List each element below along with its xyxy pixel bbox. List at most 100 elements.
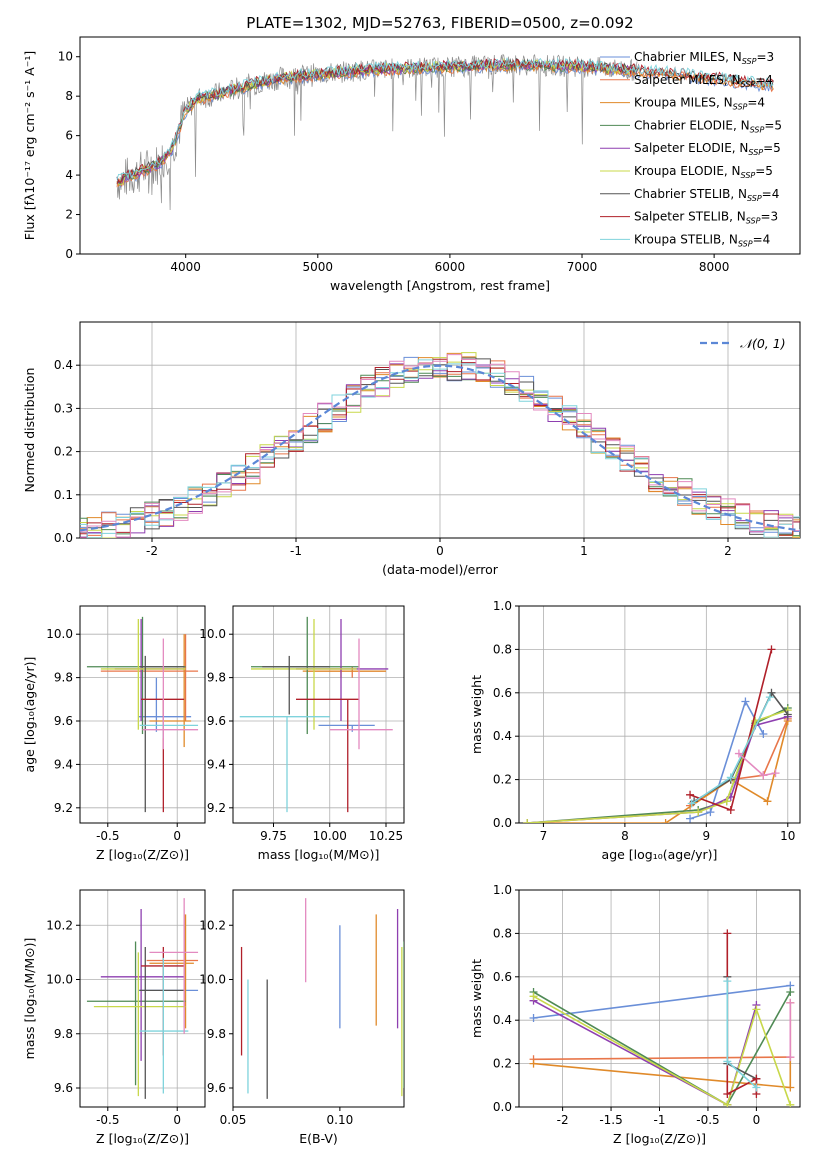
axes-age_vs_mass: 9.75 10.00 10.25 9.2 9.4 9.6 9.8 10.0 mass [log₁… [199, 605, 405, 862]
errorbar-point [139, 655, 185, 813]
weight-marker [752, 1005, 761, 1014]
y-axis-label: Normed distribution [22, 368, 37, 493]
x-tick-label: 4000 [170, 260, 201, 274]
weight-marker [686, 814, 695, 823]
weight-marker [706, 808, 715, 817]
axes-weight_vs_Z: -2 -1.5 -1 -0.5 0 0.0 0.2 0.4 0.6 0.8 1.0 Z [log₁₀(… [469, 883, 801, 1146]
errorbar-point [86, 941, 186, 1086]
legend-sub: SSP [741, 171, 756, 180]
hist-salpeter-stelib [80, 358, 800, 536]
y-tick-label: 10.0 [199, 627, 226, 641]
errorbar-point [296, 698, 359, 813]
legend-text: Salpeter STELIB, N [634, 210, 746, 224]
x-axis-label: mass [log₁₀(M/M⊙)] [258, 847, 380, 862]
errorbar-point [318, 724, 375, 732]
weight-line-salpeter-stelib [726, 933, 758, 1096]
y-tick-label: 1.0 [493, 883, 512, 897]
x-axis-label: wavelength [Angstrom, rest frame] [330, 278, 550, 293]
y-tick-label: 0.8 [493, 642, 512, 656]
errorbars-mass_vs_ebv [240, 898, 404, 1099]
weight-marker [734, 749, 743, 758]
x-tick-label: -0.5 [96, 829, 119, 843]
errorbar-point [139, 946, 185, 1099]
weight-marker [767, 645, 776, 654]
x-tick-label: 10 [780, 829, 795, 843]
x-tick-label: -0.5 [696, 1113, 719, 1127]
legend-suffix: =5 [755, 164, 773, 178]
weight-line-salpeter-miles [533, 1056, 791, 1061]
x-tick-label: -1.5 [599, 1113, 622, 1127]
x-axis-label: Z [log₁₀(Z/Z⊙)] [613, 1131, 706, 1146]
x-tick-label: 7000 [567, 260, 598, 274]
y-tick-label: 1.0 [493, 599, 512, 613]
axes-frame [79, 889, 206, 1108]
errorbar-point [149, 898, 199, 1034]
legend-sub: SSP [738, 239, 753, 248]
spectrum-model-salpeter-stelib [116, 58, 774, 185]
x-tick-label: 0 [436, 544, 444, 558]
weight-marker [741, 697, 750, 706]
y-tick-label: 0.4 [493, 1013, 512, 1027]
legend-text: Salpeter ELODIE, N [634, 141, 748, 155]
legend-sub: SSP [748, 148, 763, 157]
y-tick-label: 10.2 [46, 918, 73, 932]
y-tick-label: 0.0 [54, 531, 73, 545]
legend-suffix: =3 [756, 50, 774, 64]
weight-lines-weight_vs_Z [529, 929, 795, 1107]
errorbar-point [239, 716, 330, 813]
y-tick-label: 0.3 [54, 401, 73, 415]
x-tick-label: 0 [173, 829, 181, 843]
hist-pink [80, 354, 800, 538]
errorbar-point [100, 634, 199, 722]
y-tick-label: 9.6 [54, 714, 73, 728]
y-tick-label: 0.0 [493, 1100, 512, 1114]
errorbar-point [329, 638, 393, 750]
legend-entry: Kroupa ELODIE, NSSP=5 [634, 164, 773, 180]
weight-line-salpeter-elodie [527, 715, 789, 823]
legend-suffix: =4 [755, 73, 773, 87]
weight-marker [694, 808, 703, 817]
hist-kroupa-miles [80, 352, 800, 538]
x-axis-label: Z [log₁₀(Z/Z⊙)] [96, 1131, 189, 1146]
x-tick-label: 2 [724, 544, 732, 558]
legend-entry: Kroupa MILES, NSSP=4 [634, 96, 765, 112]
axes-residuals: -2 -1 0 1 2 0.0 0.1 0.2 0.3 0.4 (data-model)/error… [22, 321, 801, 577]
errorbar-point [139, 957, 189, 1094]
y-axis-label: Flux [fλ10⁻¹⁷ erg cm⁻² s⁻¹ A⁻¹] [22, 51, 37, 240]
errorbar-point [142, 638, 199, 750]
spectrum-lines [116, 53, 774, 211]
y-tick-label: 9.8 [54, 671, 73, 685]
legend-text: Chabrier STELIB, N [634, 187, 747, 201]
weight-marker [752, 1074, 761, 1083]
weight-line-chabrier-miles [533, 984, 791, 1019]
y-tick-label: 9.8 [54, 1027, 73, 1041]
legend-entry: Kroupa STELIB, NSSP=4 [634, 232, 770, 248]
weight-marker [686, 790, 695, 799]
axes-frame [79, 605, 206, 824]
y-tick-label: 8 [65, 89, 73, 103]
axes-mass_vs_ebv: 0.05 0.10 9.6 9.8 10.0 10.2 E(B-V) [199, 889, 405, 1146]
weight-line-chabrier-elodie [527, 707, 789, 823]
weight-marker [786, 987, 795, 996]
weight-marker [763, 797, 772, 806]
y-tick-label: 10 [58, 50, 73, 64]
legend-sub: SSP [741, 80, 756, 89]
x-tick-label: 9.75 [260, 829, 287, 843]
x-tick-label: 5000 [303, 260, 334, 274]
legend-text: Kroupa STELIB, N [634, 232, 738, 246]
x-tick-label: 0.10 [327, 1113, 354, 1127]
errorbars-mass_vs_Z [86, 898, 199, 1099]
y-tick-label: 0.4 [54, 358, 73, 372]
weight-marker [726, 773, 735, 782]
y-tick-label: 9.8 [207, 1027, 226, 1041]
legend-sub: SSP [746, 217, 761, 226]
y-tick-label: 0.2 [493, 773, 512, 787]
x-tick-label: 8000 [699, 260, 730, 274]
y-tick-label: 9.2 [207, 801, 226, 815]
y-tick-label: 0.6 [493, 970, 512, 984]
legend-sub: SSP [747, 194, 762, 203]
weight-marker [752, 1083, 761, 1092]
errorbar-point [149, 914, 194, 1029]
